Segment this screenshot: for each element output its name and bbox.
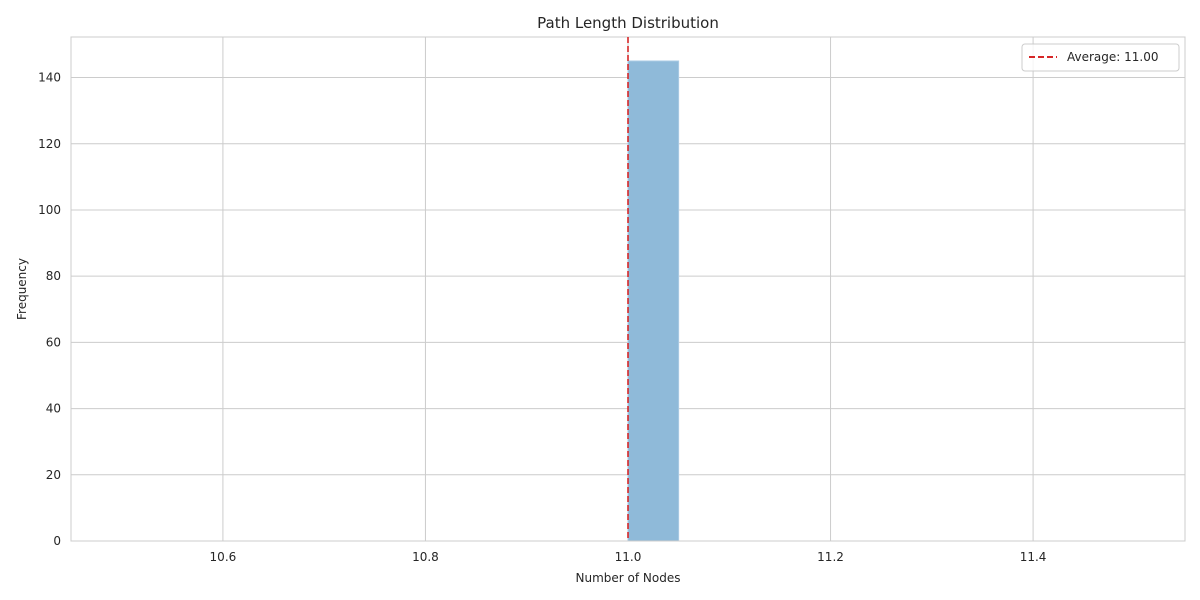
x-tick-label: 11.4	[1020, 550, 1047, 564]
x-tick-label: 10.6	[210, 550, 237, 564]
y-tick-label: 80	[46, 269, 61, 283]
histogram-bar	[627, 60, 680, 542]
y-tick-label: 60	[46, 335, 61, 349]
x-axis-label: Number of Nodes	[576, 571, 681, 585]
x-tick-label: 11.2	[817, 550, 844, 564]
bar-layer	[627, 60, 680, 542]
x-tick-label: 11.0	[615, 550, 642, 564]
y-tick-label: 100	[38, 203, 61, 217]
y-axis-label: Frequency	[15, 258, 29, 320]
tick-layer: 10.6 10.8 11.0 11.2 11.4 0 20 40 60 80 100 120 140	[38, 71, 1046, 564]
y-tick-label: 140	[38, 71, 61, 85]
y-tick-label: 20	[46, 468, 61, 482]
y-tick-label: 40	[46, 402, 61, 416]
legend: Average: 11.00	[1021, 43, 1180, 72]
chart-title: Path Length Distribution	[537, 14, 719, 32]
x-tick-label: 10.8	[412, 550, 439, 564]
y-tick-label: 0	[53, 534, 61, 548]
legend-box	[1021, 43, 1180, 72]
y-tick-label: 120	[38, 137, 61, 151]
legend-entry-average: Average: 11.00	[1067, 50, 1159, 64]
